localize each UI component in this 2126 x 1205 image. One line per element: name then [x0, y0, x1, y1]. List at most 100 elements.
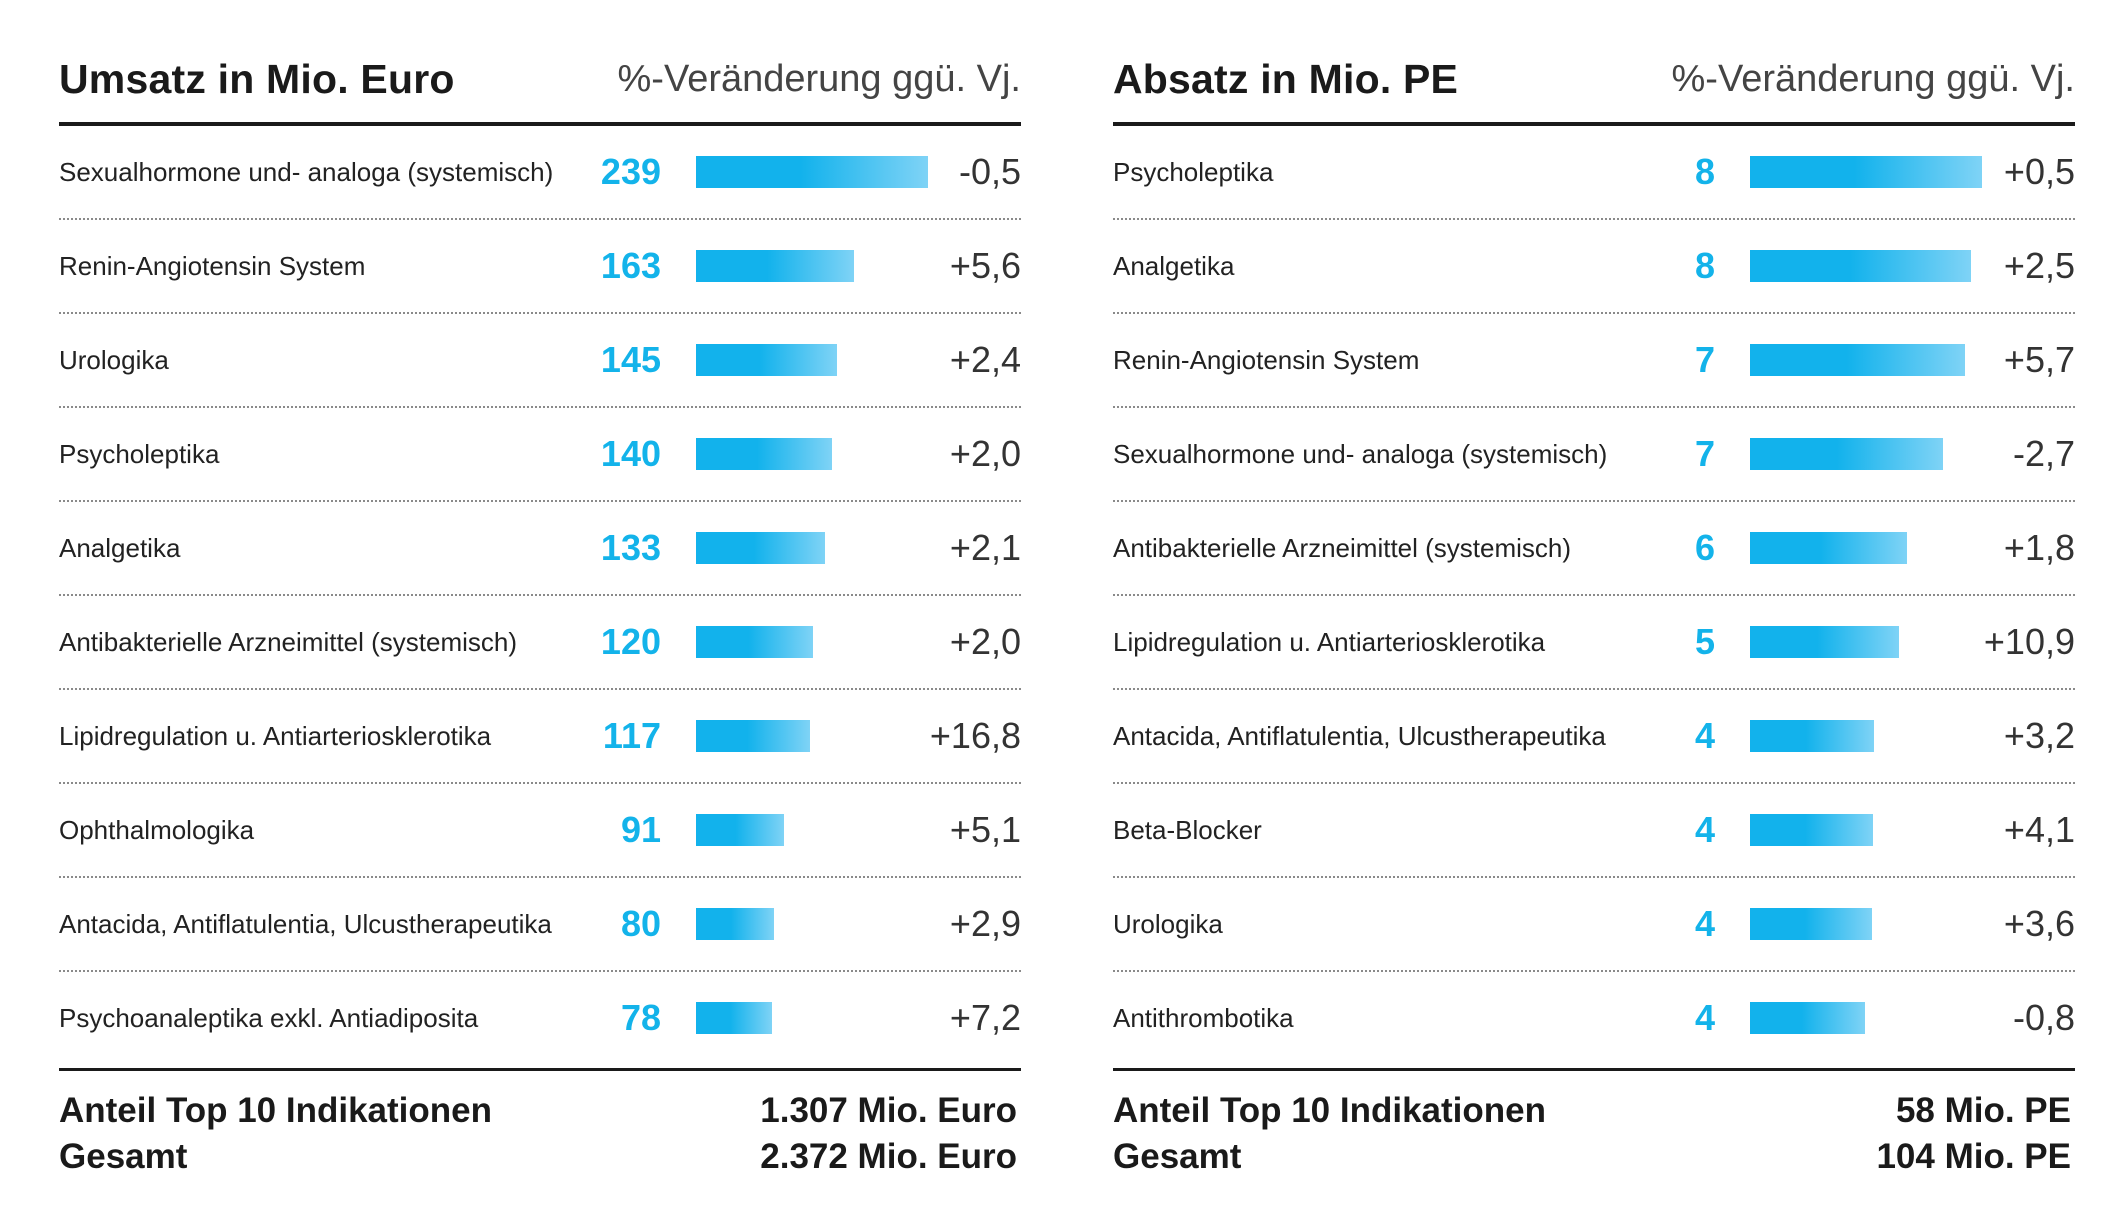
absatz-rows: Psycholeptika 8 +0,5 Analgetika 8 +2,5 Renin-A… [1113, 126, 2075, 1064]
absatz-change-value: +1,8 [2003, 527, 2075, 568]
absatz-gesamt-value: 104 Mio. PE [1876, 1137, 2071, 1176]
umsatz-bar [696, 814, 785, 846]
umsatz-row: Analgetika 133 +2,1 [59, 502, 1021, 596]
umsatz-category-label: Ophthalmologika [59, 815, 255, 845]
absatz-total-top10: Anteil Top 10 Indikationen 58 Mio. PE [1113, 1091, 2075, 1137]
umsatz-value-label: 117 [602, 715, 661, 756]
umsatz-value-label: 133 [600, 527, 661, 568]
umsatz-row: Lipidregulation u. Antiarteriosklerotika… [59, 690, 1021, 784]
umsatz-row: Urologika 145 +2,4 [59, 314, 1021, 408]
umsatz-value-label: 145 [600, 339, 661, 380]
umsatz-panel: Umsatz in Mio. Euro %-Veränderung ggü. V… [59, 52, 1021, 1183]
absatz-value-label: 4 [1694, 903, 1715, 944]
absatz-row: Analgetika 8 +2,5 [1113, 220, 2075, 314]
absatz-change-value: +5,7 [2003, 339, 2075, 380]
umsatz-total-gesamt: Gesamt 2.372 Mio. Euro [59, 1137, 1021, 1183]
umsatz-rows: Sexualhormone und- analoga (systemisch) 2… [59, 126, 1021, 1064]
absatz-row: Antibakterielle Arzneimittel (systemisch… [1113, 502, 2075, 596]
absatz-category-label: Urologika [1113, 909, 1223, 939]
absatz-change-value: -2,7 [2012, 433, 2075, 474]
umsatz-bar [696, 720, 810, 752]
absatz-category-label: Sexualhormone und- analoga (systemisch) [1113, 439, 1608, 469]
umsatz-header: Umsatz in Mio. Euro %-Veränderung ggü. V… [59, 52, 1021, 126]
absatz-category-label: Analgetika [1113, 251, 1235, 281]
umsatz-category-label: Urologika [59, 345, 169, 375]
absatz-change-value: +10,9 [1983, 621, 2075, 662]
umsatz-row: Antibakterielle Arzneimittel (systemisch… [59, 596, 1021, 690]
umsatz-bar [696, 438, 832, 470]
umsatz-value-label: 78 [620, 997, 661, 1038]
absatz-gesamt-label: Gesamt [1113, 1137, 1242, 1176]
absatz-value-label: 4 [1694, 997, 1715, 1038]
absatz-change-value: +4,1 [2003, 809, 2075, 850]
umsatz-change-value: +5,6 [949, 245, 1021, 286]
absatz-category-label: Antacida, Antiflatulentia, Ulcustherapeu… [1113, 721, 1606, 751]
umsatz-category-label: Antibakterielle Arzneimittel (systemisch… [59, 627, 518, 657]
absatz-row: Psycholeptika 8 +0,5 [1113, 126, 2075, 220]
absatz-bar [1750, 626, 1900, 658]
umsatz-change-header: %-Veränderung ggü. Vj. [617, 58, 1022, 100]
absatz-bar [1750, 1002, 1865, 1034]
absatz-value-label: 4 [1694, 715, 1715, 756]
umsatz-change-value: +16,8 [929, 715, 1021, 756]
absatz-row: Urologika 4 +3,6 [1113, 878, 2075, 972]
absatz-value-label: 7 [1694, 433, 1715, 474]
umsatz-top10-value: 1.307 Mio. Euro [760, 1091, 1017, 1130]
umsatz-category-label: Analgetika [59, 533, 181, 563]
absatz-row: Renin-Angiotensin System 7 +5,7 [1113, 314, 2075, 408]
umsatz-change-value: +5,1 [949, 809, 1021, 850]
umsatz-row: Antacida, Antiflatulentia, Ulcustherapeu… [59, 878, 1021, 972]
umsatz-change-value: +2,4 [949, 339, 1021, 380]
umsatz-category-label: Renin-Angiotensin System [59, 251, 366, 281]
umsatz-bar [696, 626, 813, 658]
absatz-bar [1750, 814, 1873, 846]
absatz-top10-label: Anteil Top 10 Indikationen [1113, 1091, 1546, 1130]
umsatz-bar [696, 908, 774, 940]
absatz-bar [1750, 156, 1982, 188]
umsatz-total-top10: Anteil Top 10 Indikationen 1.307 Mio. Eu… [59, 1091, 1021, 1137]
umsatz-category-label: Sexualhormone und- analoga (systemisch) [59, 157, 554, 187]
umsatz-row: Renin-Angiotensin System 163 +5,6 [59, 220, 1021, 314]
absatz-category-label: Antibakterielle Arzneimittel (systemisch… [1113, 533, 1572, 563]
absatz-bar [1750, 908, 1872, 940]
umsatz-change-value: -0,5 [958, 151, 1021, 192]
absatz-value-label: 6 [1694, 527, 1715, 568]
absatz-header: Absatz in Mio. PE %-Veränderung ggü. Vj. [1113, 52, 2075, 126]
umsatz-value-label: 239 [600, 151, 661, 192]
absatz-row: Beta-Blocker 4 +4,1 [1113, 784, 2075, 878]
umsatz-bar [696, 250, 855, 282]
absatz-category-label: Renin-Angiotensin System [1113, 345, 1420, 375]
umsatz-value-label: 91 [620, 809, 661, 850]
absatz-category-label: Lipidregulation u. Antiarteriosklerotika [1113, 627, 1546, 657]
absatz-change-value: +3,2 [2003, 715, 2075, 756]
umsatz-gesamt-value: 2.372 Mio. Euro [760, 1137, 1017, 1176]
absatz-row: Lipidregulation u. Antiarteriosklerotika… [1113, 596, 2075, 690]
absatz-value-label: 7 [1694, 339, 1715, 380]
umsatz-top10-label: Anteil Top 10 Indikationen [59, 1091, 492, 1130]
umsatz-totals: Anteil Top 10 Indikationen 1.307 Mio. Eu… [59, 1068, 1021, 1183]
absatz-row: Sexualhormone und- analoga (systemisch) 7… [1113, 408, 2075, 502]
absatz-bar [1750, 720, 1875, 752]
absatz-bar [1750, 532, 1908, 564]
umsatz-change-value: +2,9 [949, 903, 1021, 944]
umsatz-row: Sexualhormone und- analoga (systemisch) 2… [59, 126, 1021, 220]
absatz-bar [1750, 250, 1971, 282]
absatz-value-label: 4 [1694, 809, 1715, 850]
absatz-panel: Absatz in Mio. PE %-Veränderung ggü. Vj.… [1113, 52, 2075, 1183]
absatz-category-label: Antithrombotika [1113, 1003, 1294, 1033]
absatz-change-header: %-Veränderung ggü. Vj. [1671, 58, 2076, 100]
umsatz-change-value: +2,0 [949, 621, 1021, 662]
umsatz-bar [696, 344, 837, 376]
umsatz-change-value: +2,1 [949, 527, 1021, 568]
umsatz-bar [696, 1002, 772, 1034]
umsatz-title: Umsatz in Mio. Euro [59, 56, 455, 102]
absatz-value-label: 8 [1694, 151, 1715, 192]
umsatz-category-label: Psycholeptika [59, 439, 220, 469]
absatz-bar [1750, 438, 1944, 470]
umsatz-change-value: +2,0 [949, 433, 1021, 474]
absatz-category-label: Psycholeptika [1113, 157, 1274, 187]
umsatz-category-label: Psychoanaleptika exkl. Antiadiposita [59, 1003, 479, 1033]
umsatz-gesamt-label: Gesamt [59, 1137, 188, 1176]
absatz-change-value: +3,6 [2003, 903, 2075, 944]
absatz-change-value: -0,8 [2012, 997, 2075, 1038]
